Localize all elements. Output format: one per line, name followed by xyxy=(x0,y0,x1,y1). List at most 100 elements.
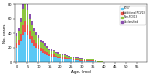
Bar xyxy=(79,58,81,59)
Bar xyxy=(81,58,83,59)
Bar xyxy=(46,52,48,55)
Bar xyxy=(16,48,17,62)
Bar xyxy=(64,57,66,59)
Bar xyxy=(51,49,52,51)
Bar xyxy=(38,45,39,49)
Bar xyxy=(68,59,70,62)
Bar xyxy=(77,59,79,60)
Bar xyxy=(20,22,22,34)
Bar xyxy=(40,42,42,48)
Bar xyxy=(53,57,55,62)
Bar xyxy=(68,56,70,57)
Bar xyxy=(86,61,88,62)
Bar xyxy=(31,25,33,36)
Bar xyxy=(29,19,31,31)
Bar xyxy=(92,59,94,60)
Bar xyxy=(88,61,90,62)
Bar xyxy=(29,39,31,62)
Bar xyxy=(31,21,33,25)
Bar xyxy=(27,25,28,35)
Bar xyxy=(44,51,46,54)
Bar xyxy=(20,34,22,41)
Bar xyxy=(33,46,35,62)
Bar xyxy=(42,41,44,43)
Bar xyxy=(81,59,83,60)
Bar xyxy=(40,40,42,42)
Bar xyxy=(94,60,96,61)
Bar xyxy=(73,58,74,59)
Bar xyxy=(16,36,17,43)
Bar xyxy=(57,52,59,54)
Bar xyxy=(22,25,24,35)
Bar xyxy=(101,61,103,62)
Bar xyxy=(44,54,46,62)
Bar xyxy=(79,59,81,60)
Bar xyxy=(20,18,22,22)
Bar xyxy=(73,59,74,60)
Bar xyxy=(84,61,85,62)
Bar xyxy=(84,60,85,61)
Bar xyxy=(38,49,39,62)
Bar xyxy=(33,40,35,46)
Bar xyxy=(97,61,99,62)
Bar xyxy=(86,60,88,61)
Bar xyxy=(40,51,42,62)
Bar xyxy=(92,61,94,62)
Bar xyxy=(64,54,66,55)
Bar xyxy=(79,60,81,61)
Bar xyxy=(29,31,31,39)
Bar xyxy=(51,57,52,62)
Bar xyxy=(51,51,52,54)
Bar xyxy=(51,54,52,57)
Bar xyxy=(46,55,48,62)
Bar xyxy=(48,49,50,50)
Bar xyxy=(35,35,37,43)
Bar xyxy=(38,35,39,38)
Bar xyxy=(22,4,24,9)
Bar xyxy=(81,61,83,62)
Bar xyxy=(35,32,37,35)
Bar xyxy=(35,43,37,48)
Bar xyxy=(62,54,63,55)
Bar xyxy=(46,46,48,48)
Bar xyxy=(70,59,72,62)
Bar xyxy=(22,9,24,25)
Bar xyxy=(59,54,61,57)
Bar xyxy=(18,40,20,45)
Bar xyxy=(73,60,74,62)
Bar xyxy=(38,38,39,45)
Bar xyxy=(92,60,94,61)
Bar xyxy=(62,57,63,59)
Y-axis label: No. cases: No. cases xyxy=(3,24,7,43)
Bar xyxy=(88,59,90,60)
Bar xyxy=(90,59,92,60)
Bar xyxy=(62,55,63,57)
Bar xyxy=(84,59,85,60)
X-axis label: Age, (mo): Age, (mo) xyxy=(71,70,91,74)
Bar xyxy=(88,60,90,61)
Bar xyxy=(27,10,28,25)
Bar xyxy=(90,61,92,62)
Bar xyxy=(44,46,46,51)
Bar xyxy=(33,27,35,31)
Bar xyxy=(59,57,61,58)
Bar xyxy=(57,54,59,57)
Bar xyxy=(53,51,55,54)
Bar xyxy=(29,14,31,19)
Bar xyxy=(68,58,70,59)
Bar xyxy=(53,54,55,57)
Bar xyxy=(55,52,57,53)
Bar xyxy=(90,60,92,61)
Bar xyxy=(35,48,37,62)
Bar xyxy=(18,27,20,31)
Bar xyxy=(42,49,44,53)
Bar xyxy=(75,58,77,59)
Bar xyxy=(55,53,57,56)
Bar xyxy=(18,45,20,62)
Bar xyxy=(33,31,35,40)
Bar xyxy=(44,43,46,46)
Bar xyxy=(86,59,88,60)
Bar xyxy=(99,61,101,62)
Bar xyxy=(73,57,74,58)
Bar xyxy=(66,56,68,58)
